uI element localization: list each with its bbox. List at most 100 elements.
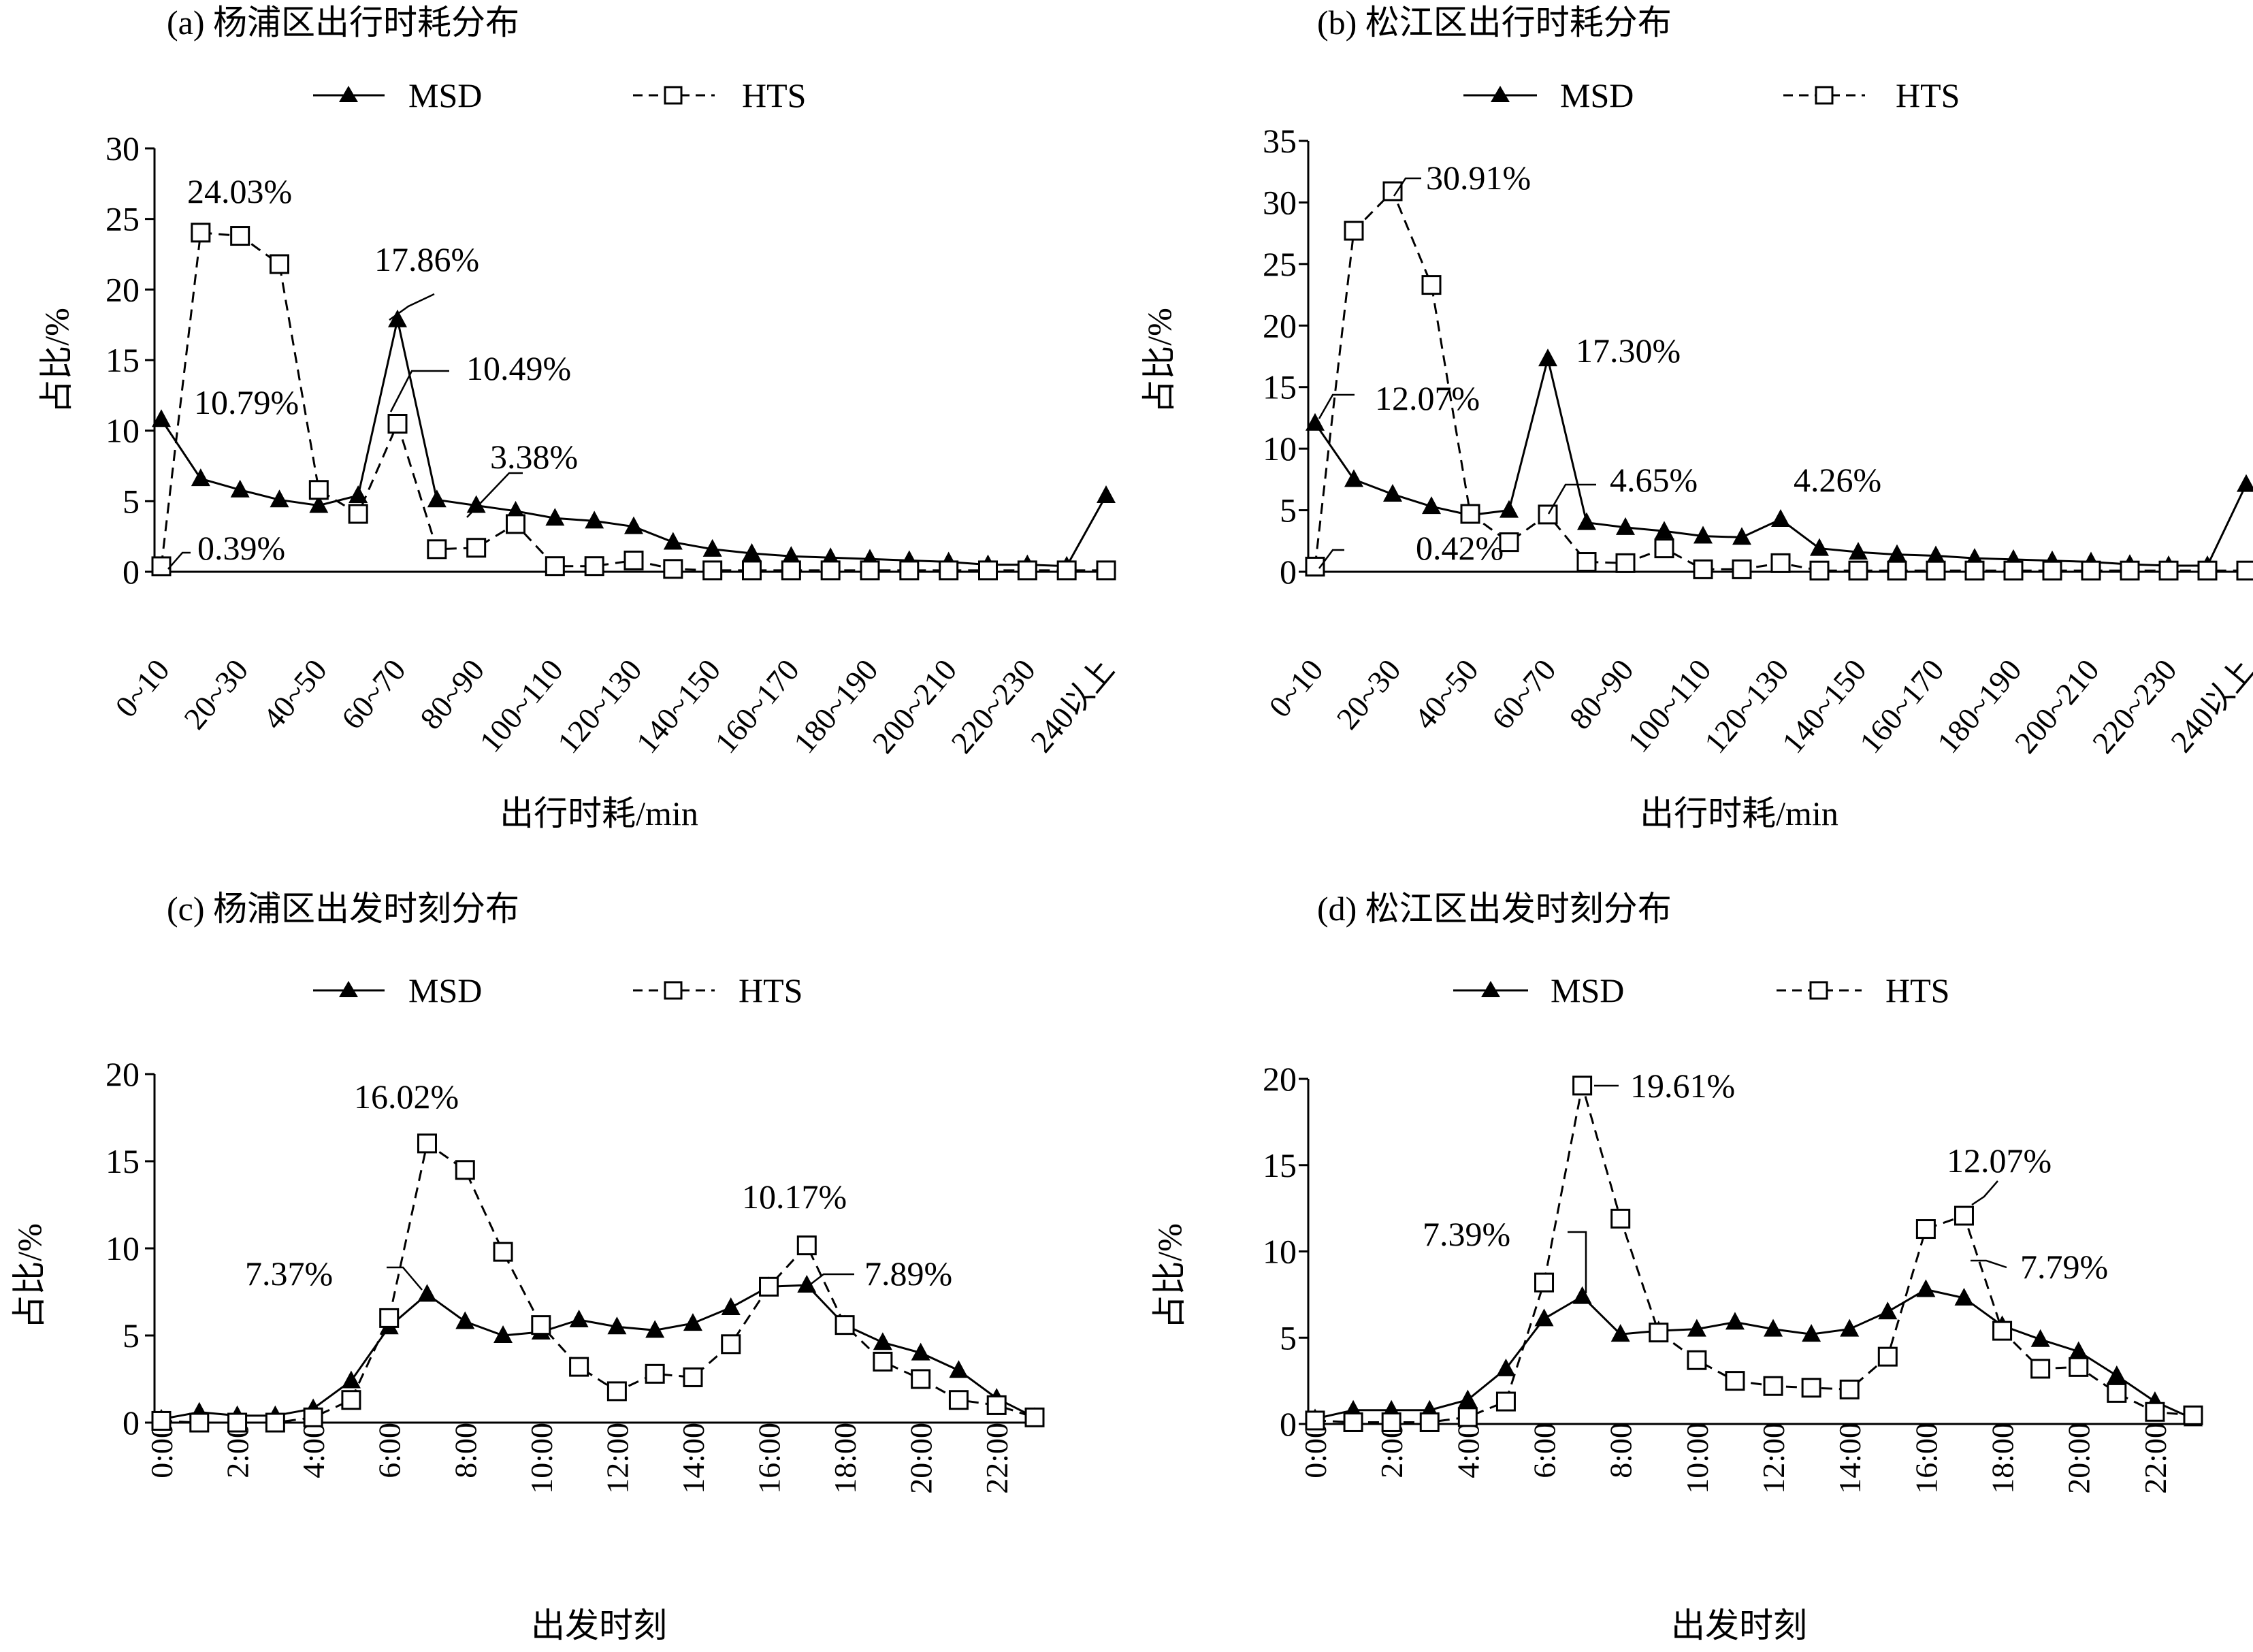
hts-point [1381,1412,1401,1432]
msd-point [1422,496,1441,515]
msd-point [873,1332,892,1350]
x-tick-label: 8:00 [1604,1423,1638,1478]
data-annotations: 24.03% 17.86% 10.79% 10.49% 3.38% 0.39% [187,172,578,567]
hts-point [911,1369,931,1389]
leader-msd-evening-peak [803,1273,854,1291]
hts-point [986,1395,1007,1415]
y-tick-label: 0 [123,1404,140,1442]
y-tick-label: 15 [106,1142,140,1180]
msd-point [683,1313,702,1331]
x-tick-label: 140~150 [1775,653,1873,760]
hts-point [1839,1379,1860,1399]
annotation-msd-morning-peak: 7.39% [1423,1215,1510,1253]
hts-point [2069,1357,2089,1377]
msd-point [466,495,486,513]
msd-point [1616,517,1635,535]
hts-point [427,539,447,560]
x-tick-label: 100~110 [472,653,570,759]
msd-point [1840,1318,1860,1337]
hts-point [2183,1405,2203,1425]
hts-point [2158,560,2179,581]
msd-point [607,1316,627,1335]
hts-point [151,556,172,577]
hts-point [1572,1075,1593,1096]
legend-hts-label: HTS [739,971,803,1009]
legend-hts-label: HTS [1885,971,1949,1009]
msd-point [1306,412,1325,431]
msd-point [455,1311,475,1329]
hts-point [1809,560,1830,581]
hts-point [781,560,801,581]
y-tick-label: 5 [123,482,140,520]
hts-point [1495,1391,1516,1412]
annotation-hts-evening-peak: 12.07% [1947,1141,2052,1180]
msd-point [797,1275,817,1293]
hts-point [1915,1219,1936,1240]
msd-point [1538,349,1557,367]
legend-hts-label: HTS [742,76,806,114]
x-tick-label: 10:00 [1680,1423,1715,1494]
hts-point [2236,560,2253,581]
y-axis-label: 占比/% [1140,308,1178,414]
x-tick-label: 20~30 [177,653,255,736]
msd-point [1725,1312,1745,1330]
leader-hts-evening-peak [1971,1180,1998,1206]
hts-point [227,1412,248,1433]
y-tick-label: 35 [1263,122,1297,160]
y-tick-label: 25 [1263,245,1297,283]
hts-point [1693,559,1713,579]
msd-point [309,495,329,513]
hts-point [1964,560,1985,581]
chart-title: (a) 杨浦区出行时耗分布 [167,3,519,42]
chart-title: (c) 杨浦区出发时刻分布 [167,890,519,928]
hts-point [1877,1346,1898,1367]
hts-point [341,1390,361,1410]
hts-point [466,538,487,558]
hts-point [1343,1412,1363,1432]
annotation-hts-first: 0.42% [1416,529,1504,567]
x-tick-label: 220~230 [944,653,1042,760]
annotation-msd-first: 12.07% [1375,379,1480,417]
hts-point [455,1160,475,1180]
hts-point [939,560,959,581]
msd-point [721,1297,741,1316]
annotation-msd-first: 10.79% [194,383,299,421]
series-msd-line [161,1284,1035,1421]
msd-point [1802,1324,1821,1342]
y-axis-label: 占比/% [1150,1223,1188,1329]
x-tick-label: 12:00 [1756,1423,1791,1494]
msd-point [1926,545,1945,564]
hts-point [1992,1321,2013,1341]
annotation-msd-evening-peak: 7.89% [864,1254,952,1293]
y-tick-label: 0 [1280,553,1297,591]
legend-hts-marker [664,86,683,105]
legend: MSD HTS [313,76,806,114]
x-tick-label: 12:00 [600,1423,634,1494]
x-tick-label: 8:00 [448,1423,483,1478]
msd-point [1810,538,1829,556]
annotation-leaders [1568,1084,2007,1293]
hts-point [606,1381,627,1402]
msd-point [1916,1279,1936,1297]
msd-point [2107,1365,2126,1384]
x-tick-label: 60~70 [1485,653,1562,736]
hts-point [265,1412,285,1433]
hts-point [1538,504,1558,525]
legend-msd-marker [1481,981,1500,997]
hts-point [191,223,211,243]
hts-point [348,504,368,524]
msd-point [545,508,565,526]
annotation-hts-morning-peak: 16.02% [354,1078,459,1116]
hts-point [834,1315,855,1335]
hts-point [1382,181,1403,201]
hts-point [270,254,289,274]
hts-point [1499,532,1519,553]
msd-point [388,309,407,327]
y-tick-label: 0 [1280,1405,1297,1443]
hts-point [387,414,408,434]
x-tick-label: 240以上 [1024,653,1121,759]
msd-point [2069,1341,2088,1359]
